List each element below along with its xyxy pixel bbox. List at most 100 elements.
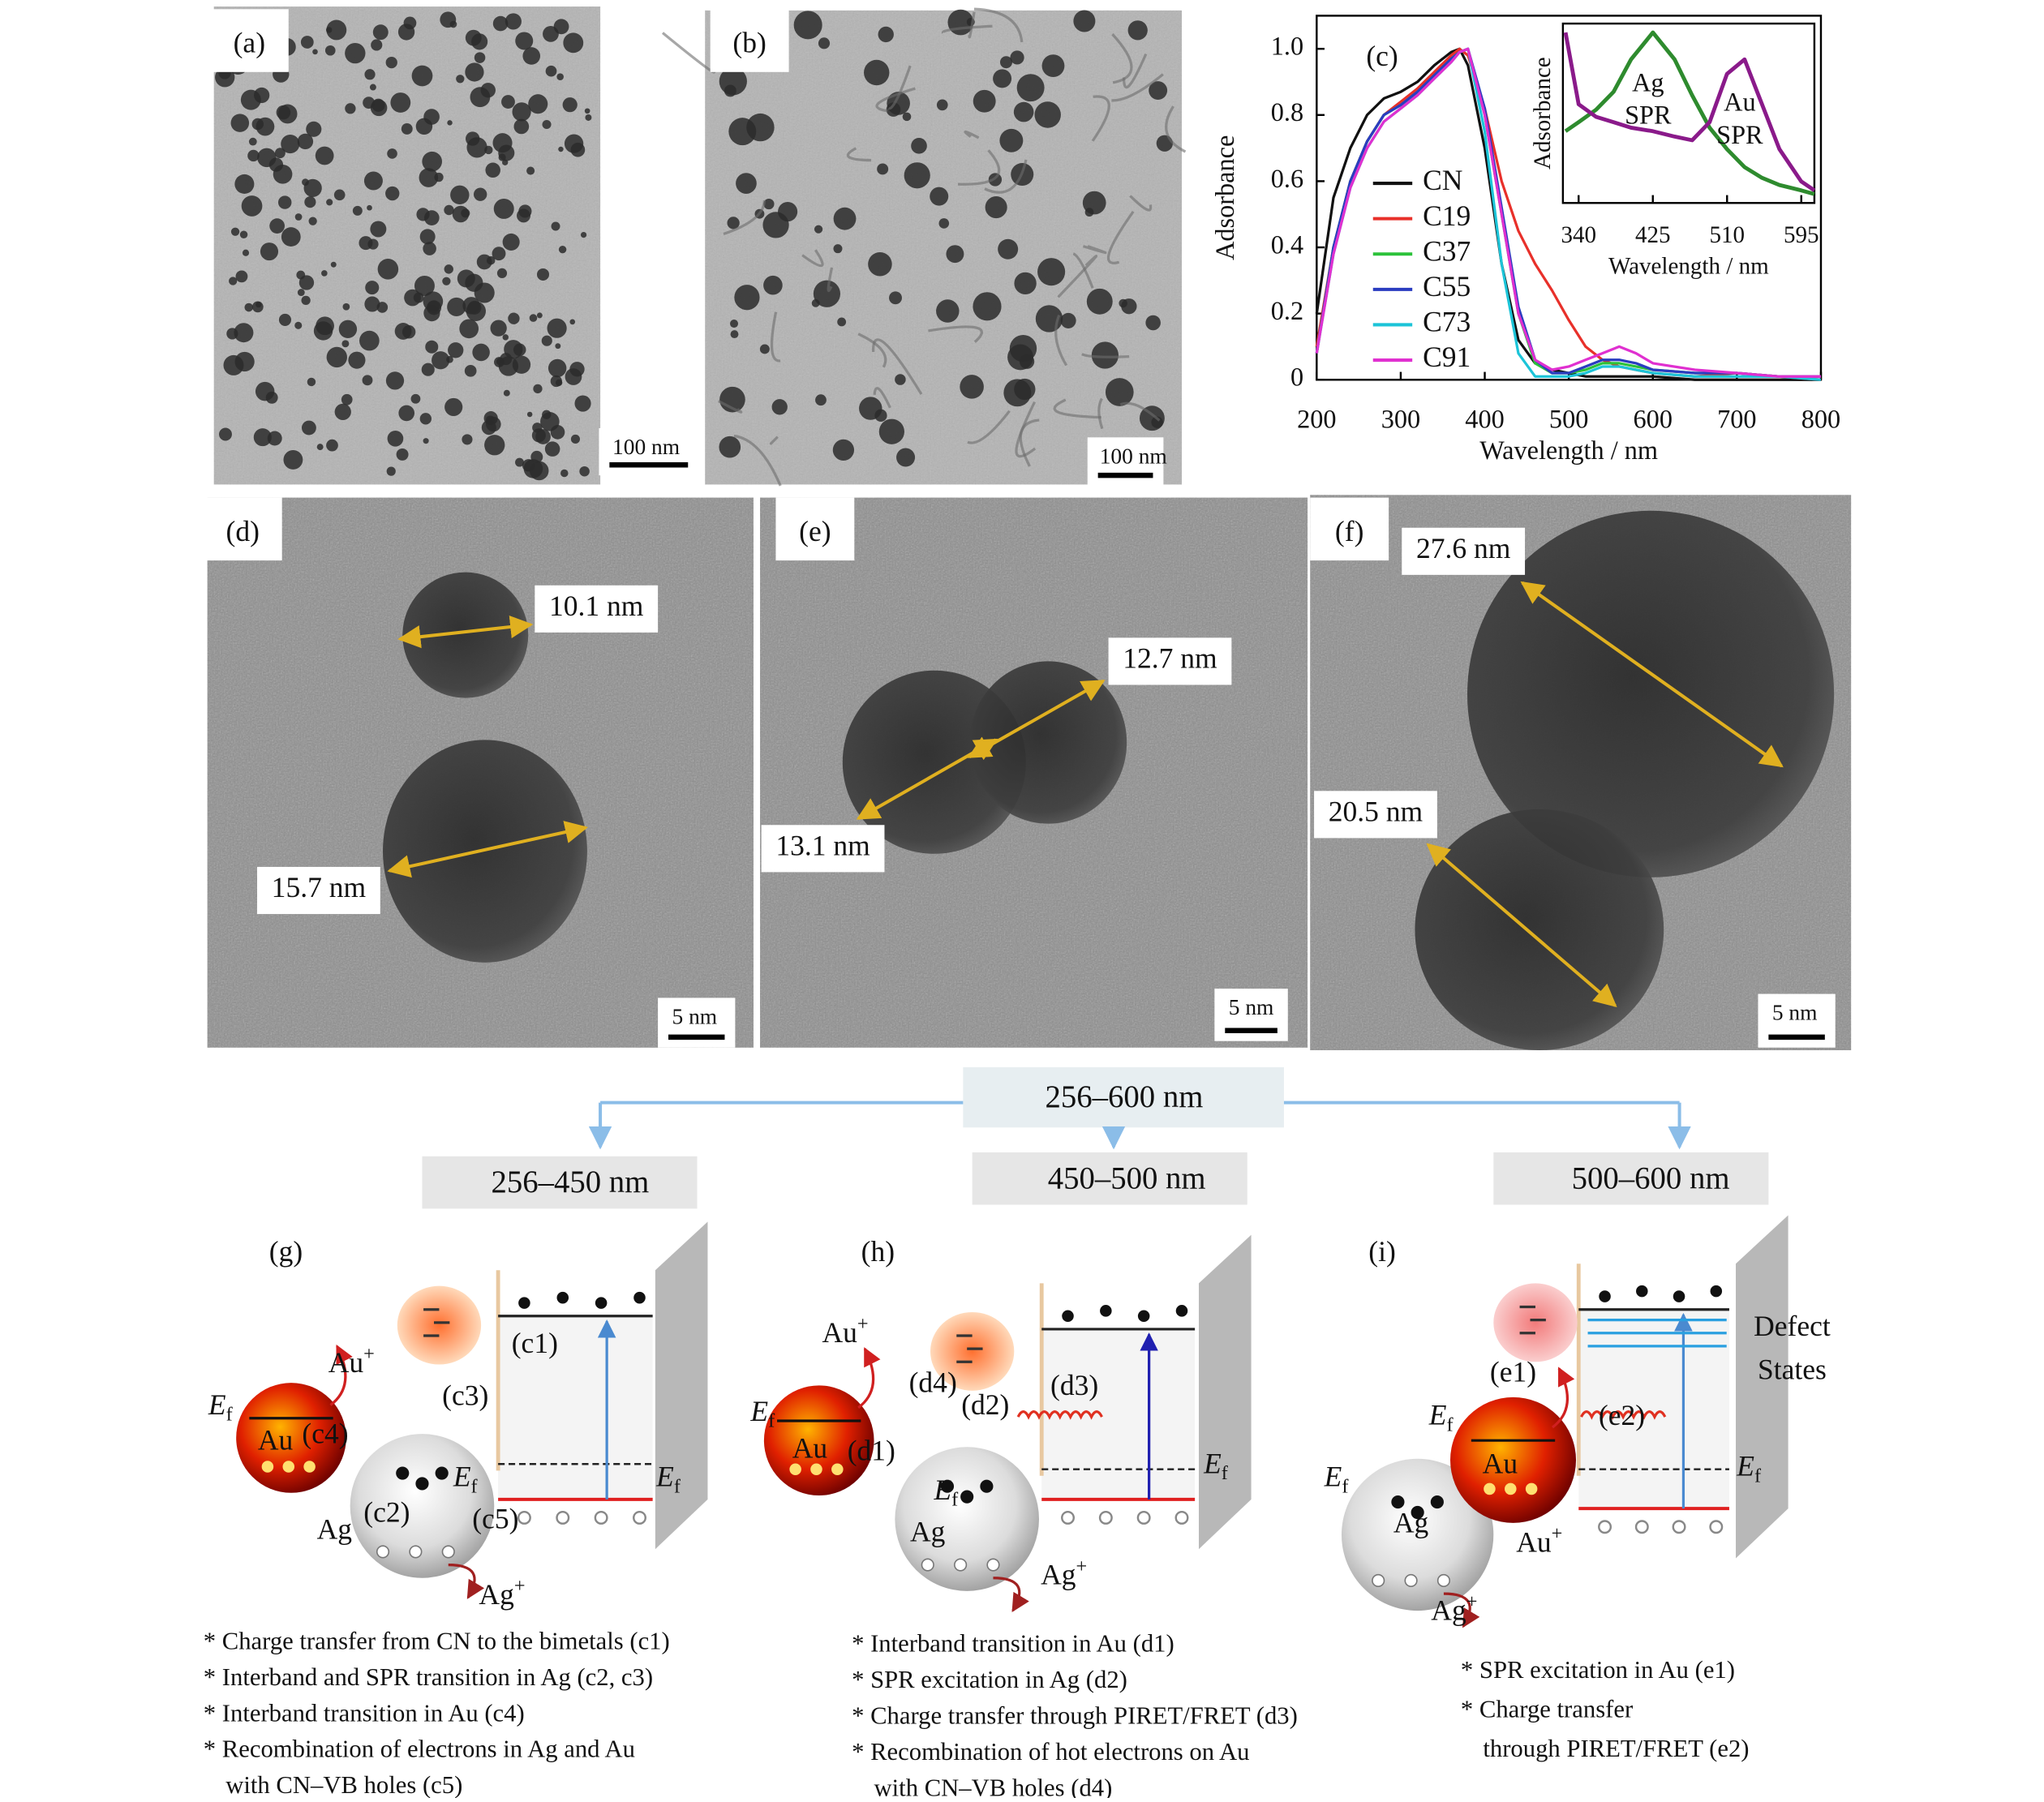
text-main: Ag: [1041, 1559, 1076, 1591]
nanoparticle: [367, 204, 372, 211]
nanoparticle: [1145, 315, 1161, 331]
nanoparticle: [569, 362, 585, 377]
nanoparticle: [973, 89, 996, 113]
au-hole: [810, 1463, 822, 1475]
nanoparticle: [256, 117, 275, 136]
note: * Recombination of electrons in Ag and A…: [204, 1735, 635, 1763]
sheet-fold: [717, 400, 743, 414]
ag-electron: [396, 1466, 410, 1480]
nanoparticle: [254, 87, 270, 104]
nanoparticle: [904, 162, 930, 189]
transfer-arrow: [857, 1347, 881, 1409]
panel-label: (f): [1335, 515, 1363, 547]
nanoparticle: [283, 449, 303, 470]
nanoparticle: [253, 428, 272, 447]
nanoparticle: [960, 375, 984, 399]
size-arrow: [1426, 843, 1617, 1007]
nanoparticle: [422, 151, 443, 172]
label-box: [209, 9, 289, 72]
scheme-label: (i): [1368, 1235, 1396, 1268]
nanoparticle: [771, 399, 788, 415]
transfer-arrow: [329, 1344, 353, 1406]
scheme-label: (g): [269, 1235, 303, 1268]
nanoparticle: [763, 198, 775, 210]
scheme-text: (e2): [1599, 1399, 1645, 1431]
size-arrow: [387, 821, 589, 878]
nanoparticle: [498, 153, 506, 161]
nanoparticle: [234, 351, 255, 372]
nanoparticle: [244, 302, 254, 312]
note: through PIRET/FRET (e2): [1483, 1735, 1749, 1762]
nanoparticle: [936, 299, 960, 323]
electron: [1062, 1310, 1074, 1323]
nanoparticle: [423, 109, 440, 125]
nanoparticle: [531, 428, 546, 443]
panel-label: (c): [1366, 40, 1398, 72]
nanoparticle: [239, 230, 248, 239]
hole: [633, 1510, 646, 1525]
nanoparticle: [998, 238, 1019, 260]
sheet-fold: [1091, 95, 1110, 142]
nanoparticle: [1127, 20, 1148, 41]
nanoparticle: [868, 251, 892, 277]
label-box: [775, 497, 855, 561]
ag-electron: [1411, 1505, 1424, 1520]
nanoparticle: [324, 45, 336, 56]
nanoparticle: [896, 448, 916, 467]
nanoparticle: [432, 351, 450, 370]
sheet-fold: [964, 130, 980, 139]
sheet-fold: [1111, 73, 1164, 102]
x-tick-label: 595: [1784, 222, 1819, 248]
nanoparticle: [512, 102, 531, 122]
au-hole: [1484, 1482, 1496, 1495]
nanoparticle: [316, 444, 324, 451]
nanoparticle: [294, 213, 303, 221]
text-sub: f: [226, 1403, 234, 1425]
inset-annotation: SPR: [1716, 120, 1763, 149]
ag-electron: [1430, 1495, 1444, 1509]
nanoparticle: [365, 281, 380, 295]
nanoparticle: [333, 189, 346, 201]
transfer-arrow: [993, 1577, 1029, 1613]
text-sup: +: [1466, 1590, 1478, 1612]
nanoparticle: [1121, 298, 1137, 315]
text-main: Ag: [479, 1578, 514, 1611]
size-box: [1108, 637, 1232, 685]
nanoparticle: [930, 187, 949, 206]
ag-hole: [1436, 1573, 1451, 1588]
nanoparticle: [513, 343, 526, 357]
nanoparticle: [297, 133, 314, 150]
tem-image: (a) 100 nm: [209, 6, 699, 485]
nanoparticle: [242, 249, 250, 256]
nanoparticle: [551, 221, 560, 231]
nanoparticle: [555, 343, 561, 350]
nanoparticle: [556, 73, 564, 80]
size-label: 12.7 nm: [1123, 642, 1217, 675]
text-sup: +: [857, 1313, 869, 1335]
note: * Interband and SPR transition in Ag (c2…: [204, 1663, 653, 1691]
note: * Charge transfer: [1461, 1695, 1633, 1723]
ag-hole: [376, 1545, 390, 1559]
size-label: 13.1 nm: [775, 829, 870, 861]
nanoparticle: [419, 413, 432, 425]
series-line: [1315, 47, 1821, 378]
nanoparticle: [1073, 10, 1096, 32]
scheme-text: Au: [792, 1431, 828, 1464]
nanoparticle: [321, 270, 328, 277]
x-tick-label: 400: [1465, 404, 1504, 433]
x-tick-label: 500: [1549, 404, 1588, 433]
sheet-fold: [661, 32, 716, 74]
nanoparticle: [584, 108, 590, 114]
au-hole: [282, 1461, 295, 1473]
nanoparticle: [312, 49, 318, 55]
nanoparticle: [334, 403, 351, 421]
scheme-text: Ef: [453, 1461, 479, 1497]
hole: [1709, 1520, 1724, 1534]
size-box: [257, 866, 380, 915]
cn-slab: [1198, 1234, 1252, 1550]
nanoparticle: [459, 319, 479, 339]
text-main: E: [933, 1474, 951, 1506]
nanoparticle: [570, 142, 586, 157]
note: with CN–VB holes (d4): [874, 1774, 1113, 1798]
